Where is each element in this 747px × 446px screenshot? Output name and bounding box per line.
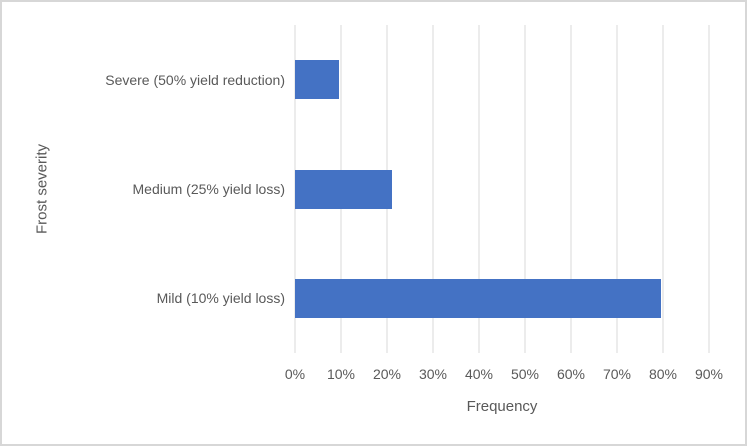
bar [295,60,339,100]
x-tick-label: 70% [602,366,632,382]
gridline [524,25,526,353]
value-axis: 0% 10% 20% 30% 40% 50% 60% 70% 80% 90% [285,366,723,388]
bar [295,169,392,209]
gridline [478,25,480,353]
category-label: Medium (25% yield loss) [132,181,286,197]
x-tick-label: 80% [648,366,678,382]
x-tick-label: 20% [372,366,402,382]
gridline [708,25,710,353]
x-tick-label: 0% [284,366,306,382]
gridline [662,25,664,353]
category-axis: Severe (50% yield reduction) Medium (25% … [2,25,285,353]
x-axis-title: Frequency [466,398,538,415]
gridline [616,25,618,353]
x-tick-label: 60% [556,366,585,382]
x-tick-label: 10% [326,366,356,382]
plot-area [294,25,710,353]
x-tick-label: 40% [464,366,494,382]
gridline [432,25,434,353]
category-label: Severe (50% yield reduction) [105,71,285,88]
bar [295,278,661,318]
x-tick-label: 30% [418,366,447,382]
gridline [570,25,572,353]
x-tick-label: 50% [510,366,540,382]
x-tick-label: 90% [694,366,724,382]
category-label: Mild (10% yield loss) [156,290,285,307]
